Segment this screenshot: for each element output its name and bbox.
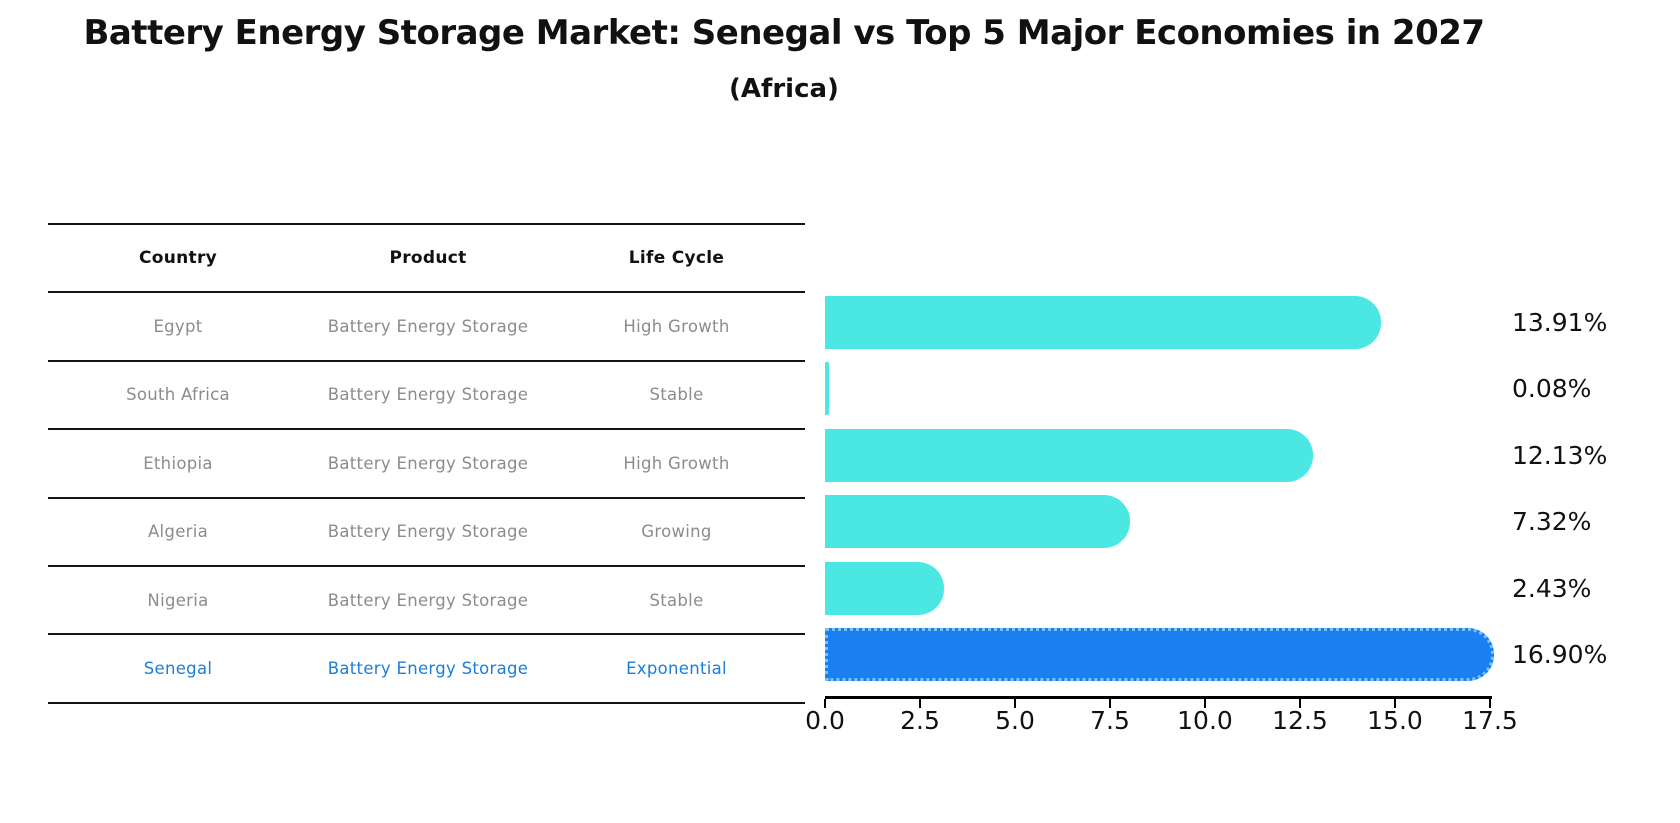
cell-product: Battery Energy Storage [327, 453, 529, 473]
cell-country: Algeria [147, 522, 209, 542]
cell-product: Battery Energy Storage [327, 590, 529, 610]
page-title: Battery Energy Storage Market: Senegal v… [83, 13, 1485, 53]
table-row-algeria: Algeria Battery Energy Storage Growing [48, 496, 805, 565]
cell-life-cycle: Exponential [626, 659, 727, 679]
table-header-row: Country Product Life Cycle [48, 223, 805, 291]
x-tick-label-10.0: 10.0 [1177, 706, 1233, 735]
bar-egypt [825, 296, 1381, 350]
bar-senegal [825, 628, 1495, 682]
cell-life-cycle: Stable [649, 590, 704, 610]
bar-row-ethiopia [825, 422, 1313, 488]
cell-country: Senegal [143, 659, 213, 679]
bar-row-egypt [825, 289, 1381, 355]
cell-life-cycle: Life Cycle [628, 248, 725, 269]
bar-ethiopia [825, 428, 1313, 482]
cell-product: Product [389, 248, 467, 269]
cell-life-cycle: High Growth [623, 453, 730, 473]
cell-country: Egypt [153, 317, 203, 337]
bar-row-algeria [825, 489, 1131, 555]
cell-country: Nigeria [147, 590, 209, 610]
x-tick-mark-2.5 [919, 699, 921, 708]
x-tick-label-7.5: 7.5 [1090, 706, 1130, 735]
bar-nigeria [825, 561, 945, 615]
x-tick-mark-15.0 [1394, 699, 1396, 708]
value-label-ethiopia: 12.13% [1512, 440, 1608, 470]
cell-life-cycle: High Growth [623, 317, 730, 337]
table-row-ethiopia: Ethiopia Battery Energy Storage High Growt… [48, 428, 805, 496]
x-tick-mark-17.5 [1489, 699, 1491, 708]
cell-life-cycle: Growing [641, 522, 712, 542]
value-label-nigeria: 2.43% [1512, 573, 1592, 603]
x-tick-mark-0.0 [824, 699, 826, 708]
x-tick-mark-10.0 [1204, 699, 1206, 708]
x-tick-mark-5.0 [1014, 699, 1016, 708]
cell-country: Ethiopia [143, 453, 213, 473]
cell-country: South Africa [126, 385, 230, 405]
table-row-nigeria: Nigeria Battery Energy Storage Stable [48, 564, 805, 633]
table-row-senegal: Senegal Battery Energy Storage Exponential [48, 633, 805, 704]
value-label-south-africa: 0.08% [1512, 374, 1592, 404]
x-tick-label-5.0: 5.0 [995, 706, 1035, 735]
table-row-south-africa: South Africa Battery Energy Storage Stable [48, 359, 805, 428]
x-tick-label-15.0: 15.0 [1367, 706, 1423, 735]
x-tick-mark-7.5 [1109, 699, 1111, 708]
bar-south-africa [825, 362, 830, 416]
value-label-algeria: 7.32% [1512, 507, 1592, 537]
table-row-egypt: Egypt Battery Energy Storage High Growth [48, 291, 805, 359]
bar-row-south-africa [825, 356, 830, 422]
x-tick-label-17.5: 17.5 [1462, 706, 1518, 735]
cell-country: Country [138, 248, 218, 269]
x-tick-label-12.5: 12.5 [1272, 706, 1328, 735]
x-tick-label-0.0: 0.0 [805, 706, 845, 735]
cell-product: Battery Energy Storage [327, 385, 529, 405]
bar-algeria [825, 495, 1131, 549]
cell-product: Battery Energy Storage [327, 522, 529, 542]
x-tick-mark-12.5 [1299, 699, 1301, 708]
page-subtitle: (Africa) [729, 74, 839, 104]
country-table: Country Product Life Cycle Egypt Battery Ene… [48, 223, 805, 704]
cell-product: Battery Energy Storage [327, 659, 529, 679]
cell-product: Battery Energy Storage [327, 317, 529, 337]
x-axis-line [825, 696, 1492, 699]
x-tick-label-2.5: 2.5 [900, 706, 940, 735]
bar-row-senegal [825, 621, 1495, 687]
cell-life-cycle: Stable [649, 385, 704, 405]
value-label-egypt: 13.91% [1512, 308, 1608, 338]
bar-row-nigeria [825, 555, 945, 621]
value-label-senegal: 16.90% [1512, 640, 1608, 670]
